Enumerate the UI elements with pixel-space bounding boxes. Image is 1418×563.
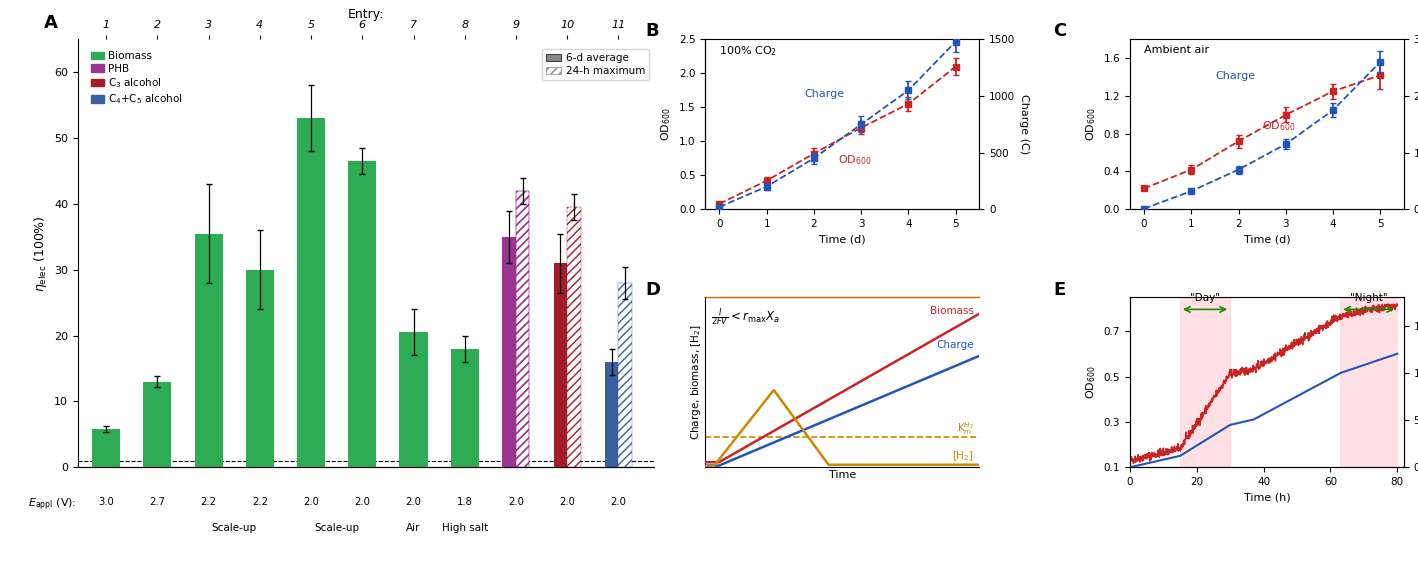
Text: 2.0: 2.0: [354, 497, 370, 507]
X-axis label: Time (h): Time (h): [1244, 493, 1290, 503]
Text: 2.2: 2.2: [200, 497, 217, 507]
Text: 2.7: 2.7: [149, 497, 166, 507]
Bar: [553, 263, 567, 467]
Bar: [1180, 297, 1229, 467]
Text: E: E: [1054, 280, 1065, 298]
Text: "Night": "Night": [1350, 293, 1388, 302]
Bar: [1340, 297, 1397, 467]
Bar: [245, 270, 274, 467]
X-axis label: Time (d): Time (d): [1244, 234, 1290, 244]
Text: K$_m^{H_2}$: K$_m^{H_2}$: [957, 420, 974, 437]
Bar: [194, 234, 223, 467]
Text: $\frac{I}{2FV} < r_{\rm max}X_a$: $\frac{I}{2FV} < r_{\rm max}X_a$: [710, 306, 780, 328]
Legend: 6-d average, 24-h maximum: 6-d average, 24-h maximum: [542, 49, 649, 81]
Text: D: D: [645, 280, 659, 298]
Bar: [143, 382, 172, 467]
Text: Scale-up: Scale-up: [315, 523, 359, 533]
Bar: [400, 332, 428, 467]
Bar: [296, 118, 325, 467]
Text: 1.8: 1.8: [457, 497, 472, 507]
Bar: [502, 237, 516, 467]
X-axis label: Time: Time: [828, 470, 856, 480]
Text: 2.0: 2.0: [559, 497, 576, 507]
Text: Ambient air: Ambient air: [1143, 44, 1208, 55]
Text: 3.0: 3.0: [98, 497, 113, 507]
Y-axis label: Charge (C): Charge (C): [1020, 94, 1029, 154]
X-axis label: Entry:: Entry:: [347, 8, 384, 21]
Text: B: B: [645, 23, 658, 41]
Text: OD$_{600}$: OD$_{600}$: [1262, 119, 1296, 133]
Text: High salt: High salt: [441, 523, 488, 533]
Bar: [567, 207, 581, 467]
Y-axis label: OD$_{600}$: OD$_{600}$: [1085, 108, 1098, 141]
Bar: [516, 191, 529, 467]
Text: 2.2: 2.2: [252, 497, 268, 507]
Bar: [349, 161, 376, 467]
Bar: [516, 191, 529, 467]
Text: 2.0: 2.0: [508, 497, 523, 507]
Y-axis label: OD$_{600}$: OD$_{600}$: [659, 108, 674, 141]
Text: Biomass: Biomass: [930, 306, 974, 316]
Text: 2.0: 2.0: [611, 497, 627, 507]
Bar: [92, 429, 121, 467]
Text: Scale-up: Scale-up: [211, 523, 257, 533]
Text: 100% CO$_2$: 100% CO$_2$: [719, 44, 777, 59]
Bar: [451, 349, 479, 467]
Text: Charge: Charge: [936, 341, 974, 350]
Y-axis label: $\eta_{\rm elec}$ (100%): $\eta_{\rm elec}$ (100%): [31, 215, 48, 292]
Y-axis label: Charge, biomass, [H$_2$]: Charge, biomass, [H$_2$]: [689, 325, 702, 440]
Text: [H$_2$]: [H$_2$]: [951, 449, 974, 463]
Text: Charge: Charge: [1215, 71, 1255, 81]
Text: 2.0: 2.0: [406, 497, 421, 507]
Text: Air: Air: [407, 523, 421, 533]
X-axis label: Time (d): Time (d): [820, 234, 865, 244]
Text: C: C: [1054, 23, 1066, 41]
Bar: [618, 283, 632, 467]
Y-axis label: OD$_{600}$: OD$_{600}$: [1085, 365, 1098, 399]
Text: A: A: [44, 14, 57, 32]
Text: "Day": "Day": [1190, 293, 1219, 302]
Text: OD$_{600}$: OD$_{600}$: [838, 153, 871, 167]
Text: $E_{\rm appl}$ (V):: $E_{\rm appl}$ (V):: [28, 497, 77, 513]
Text: Charge: Charge: [804, 89, 845, 99]
Text: 2.0: 2.0: [303, 497, 319, 507]
Bar: [605, 362, 618, 467]
